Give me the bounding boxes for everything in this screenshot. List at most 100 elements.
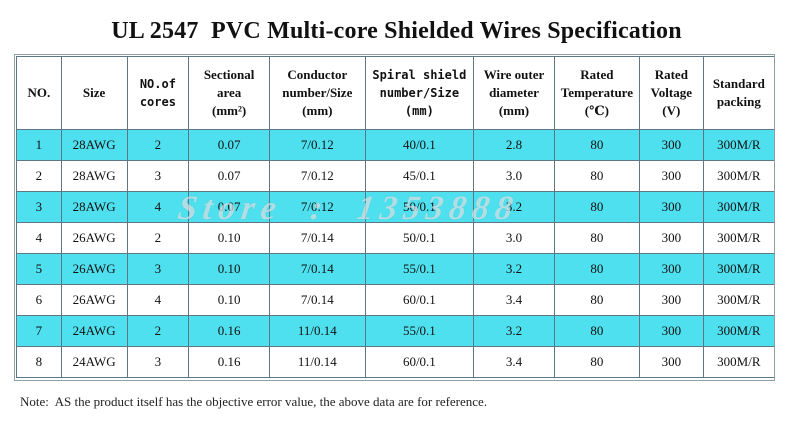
header-row: NO. Size NO.of cores Sectional area (mm²) Condu… bbox=[16, 56, 776, 130]
table-row: 4 26AWG 2 0.10 7/0.14 50/0.1 3.0 80 300 300M/R bbox=[16, 222, 776, 254]
cell-rated-temperature: 80 bbox=[553, 222, 640, 254]
cell-no: 8 bbox=[16, 346, 62, 378]
cell-spiral-shield: 45/0.1 bbox=[364, 160, 475, 192]
table-body: 1 28AWG 2 0.07 7/0.12 40/0.1 2.8 80 300 300M/R 2 28… bbox=[16, 129, 776, 378]
footnote: Note: AS the product itself has the obje… bbox=[20, 394, 488, 409]
cell-spiral-shield: 60/0.1 bbox=[364, 284, 475, 316]
cell-rated-temperature: 80 bbox=[553, 160, 640, 192]
header-line: (mm) bbox=[302, 103, 333, 118]
cell-outer-diameter: 3.2 bbox=[473, 191, 555, 223]
header-line: (V) bbox=[662, 103, 681, 118]
header-no: NO. bbox=[16, 56, 62, 130]
cell-spiral-shield: 50/0.1 bbox=[364, 222, 475, 254]
cell-cores: 4 bbox=[126, 284, 190, 316]
header-cores: NO.of cores bbox=[126, 56, 190, 130]
header-line: Spiral shield bbox=[372, 68, 467, 82]
cell-standard-packing: 300M/R bbox=[702, 315, 776, 347]
cell-rated-voltage: 300 bbox=[638, 222, 704, 254]
table-row: 1 28AWG 2 0.07 7/0.12 40/0.1 2.8 80 300 300M/R bbox=[16, 129, 776, 161]
cell-outer-diameter: 3.0 bbox=[473, 222, 555, 254]
cell-sectional-area: 0.10 bbox=[188, 253, 270, 285]
cell-size: 24AWG bbox=[60, 315, 128, 347]
cell-cores: 2 bbox=[126, 222, 190, 254]
header-standard-packing: Standard packing bbox=[702, 56, 776, 130]
cell-spiral-shield: 40/0.1 bbox=[364, 129, 475, 161]
cell-standard-packing: 300M/R bbox=[702, 160, 776, 192]
cell-rated-temperature: 80 bbox=[553, 346, 640, 378]
header-line: NO.of bbox=[139, 77, 176, 91]
cell-rated-voltage: 300 bbox=[638, 315, 704, 347]
cell-outer-diameter: 3.2 bbox=[473, 315, 555, 347]
cell-sectional-area: 0.07 bbox=[188, 129, 270, 161]
cell-standard-packing: 300M/R bbox=[702, 346, 776, 378]
header-line: Voltage bbox=[650, 85, 693, 100]
cell-rated-voltage: 300 bbox=[638, 284, 704, 316]
cell-outer-diameter: 2.8 bbox=[473, 129, 555, 161]
cell-cores: 2 bbox=[126, 315, 190, 347]
header-line: (mm) bbox=[404, 104, 434, 118]
cell-conductor: 7/0.12 bbox=[268, 191, 366, 223]
header-size: Size bbox=[60, 56, 128, 130]
spec-table: NO. Size NO.of cores Sectional area (mm²) Condu… bbox=[16, 56, 776, 378]
cell-rated-voltage: 300 bbox=[638, 346, 704, 378]
cell-outer-diameter: 3.4 bbox=[473, 346, 555, 378]
cell-rated-voltage: 300 bbox=[638, 253, 704, 285]
cell-conductor: 11/0.14 bbox=[268, 346, 366, 378]
cell-no: 7 bbox=[16, 315, 62, 347]
cell-rated-temperature: 80 bbox=[553, 253, 640, 285]
header-line: Conductor bbox=[287, 67, 348, 82]
cell-no: 5 bbox=[16, 253, 62, 285]
header-line: packing bbox=[716, 94, 761, 109]
header-spiral-shield: Spiral shield number/Size (mm) bbox=[364, 56, 475, 130]
cell-cores: 2 bbox=[126, 129, 190, 161]
cell-rated-temperature: 80 bbox=[553, 129, 640, 161]
header-rated-temperature: Rated Temperature (℃) bbox=[553, 56, 640, 130]
table-row: 8 24AWG 3 0.16 11/0.14 60/0.1 3.4 80 300 300M/R bbox=[16, 346, 776, 378]
table-row: 5 26AWG 3 0.10 7/0.14 55/0.1 3.2 80 300 300M/R bbox=[16, 253, 776, 285]
cell-rated-temperature: 80 bbox=[553, 315, 640, 347]
cell-size: 28AWG bbox=[60, 160, 128, 192]
cell-cores: 3 bbox=[126, 160, 190, 192]
header-line: Rated bbox=[654, 67, 688, 82]
cell-size: 28AWG bbox=[60, 191, 128, 223]
header-line: (℃) bbox=[584, 103, 610, 118]
cell-size: 26AWG bbox=[60, 253, 128, 285]
header-line: number/Size bbox=[282, 85, 353, 100]
table-row: 6 26AWG 4 0.10 7/0.14 60/0.1 3.4 80 300 300M/R bbox=[16, 284, 776, 316]
cell-standard-packing: 300M/R bbox=[702, 253, 776, 285]
cell-conductor: 7/0.12 bbox=[268, 129, 366, 161]
header-sectional-area: Sectional area (mm²) bbox=[188, 56, 270, 130]
header-line: Wire outer bbox=[483, 67, 545, 82]
cell-rated-voltage: 300 bbox=[638, 160, 704, 192]
header-line: diameter bbox=[489, 85, 539, 100]
cell-sectional-area: 0.16 bbox=[188, 346, 270, 378]
table-row: 7 24AWG 2 0.16 11/0.14 55/0.1 3.2 80 300 300M/R bbox=[16, 315, 776, 347]
table-row: 3 28AWG 4 0.07 7/0.12 50/0.1 3.2 80 300 300M/R bbox=[16, 191, 776, 223]
cell-no: 1 bbox=[16, 129, 62, 161]
header-line: Standard bbox=[712, 76, 765, 91]
header-conductor: Conductor number/Size (mm) bbox=[268, 56, 366, 130]
cell-sectional-area: 0.07 bbox=[188, 160, 270, 192]
cell-sectional-area: 0.10 bbox=[188, 284, 270, 316]
header-line: Size bbox=[82, 85, 106, 100]
cell-cores: 3 bbox=[126, 253, 190, 285]
header-line: (mm²) bbox=[211, 103, 247, 118]
header-line: cores bbox=[139, 95, 176, 109]
cell-conductor: 7/0.12 bbox=[268, 160, 366, 192]
table-row: 2 28AWG 3 0.07 7/0.12 45/0.1 3.0 80 300 300M/R bbox=[16, 160, 776, 192]
cell-size: 28AWG bbox=[60, 129, 128, 161]
cell-size: 26AWG bbox=[60, 222, 128, 254]
cell-standard-packing: 300M/R bbox=[702, 222, 776, 254]
header-line: (mm) bbox=[498, 103, 530, 118]
cell-sectional-area: 0.07 bbox=[188, 191, 270, 223]
cell-sectional-area: 0.10 bbox=[188, 222, 270, 254]
header-outer-diameter: Wire outer diameter (mm) bbox=[473, 56, 555, 130]
cell-conductor: 7/0.14 bbox=[268, 253, 366, 285]
cell-cores: 3 bbox=[126, 346, 190, 378]
cell-spiral-shield: 60/0.1 bbox=[364, 346, 475, 378]
cell-spiral-shield: 55/0.1 bbox=[364, 253, 475, 285]
cell-sectional-area: 0.16 bbox=[188, 315, 270, 347]
cell-conductor: 11/0.14 bbox=[268, 315, 366, 347]
cell-no: 4 bbox=[16, 222, 62, 254]
header-line: Rated bbox=[580, 67, 614, 82]
